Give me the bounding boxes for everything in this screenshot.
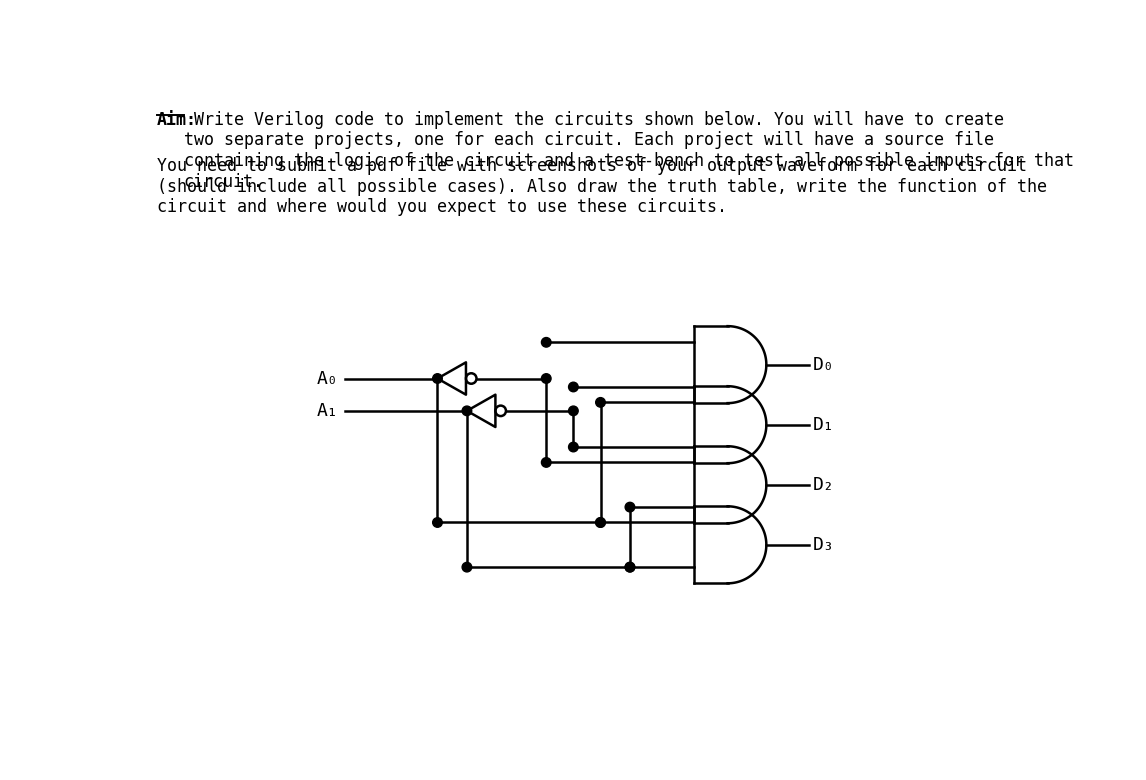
Text: You need to submit a pdf file with screenshots of your output waveform for each : You need to submit a pdf file with scree… [157,157,1047,216]
Text: A₀: A₀ [316,370,338,388]
Circle shape [626,562,635,572]
Circle shape [433,374,442,383]
Circle shape [462,406,472,416]
Circle shape [596,398,605,407]
Text: Aim:: Aim: [157,111,197,129]
Text: D₀: D₀ [813,356,834,374]
Text: D₁: D₁ [813,416,834,434]
Circle shape [462,562,472,572]
Circle shape [596,518,605,527]
Circle shape [568,382,579,392]
Circle shape [626,502,635,512]
Text: A₁: A₁ [316,402,338,420]
Circle shape [541,374,551,383]
Circle shape [596,518,605,527]
Circle shape [541,338,551,347]
Circle shape [626,562,635,572]
Text: Write Verilog code to implement the circuits shown below. You will have to creat: Write Verilog code to implement the circ… [183,111,1074,191]
Text: D₂: D₂ [813,476,834,494]
Circle shape [433,518,442,527]
Circle shape [568,406,579,416]
Circle shape [568,442,579,452]
Circle shape [541,458,551,467]
Text: D₃: D₃ [813,536,834,554]
